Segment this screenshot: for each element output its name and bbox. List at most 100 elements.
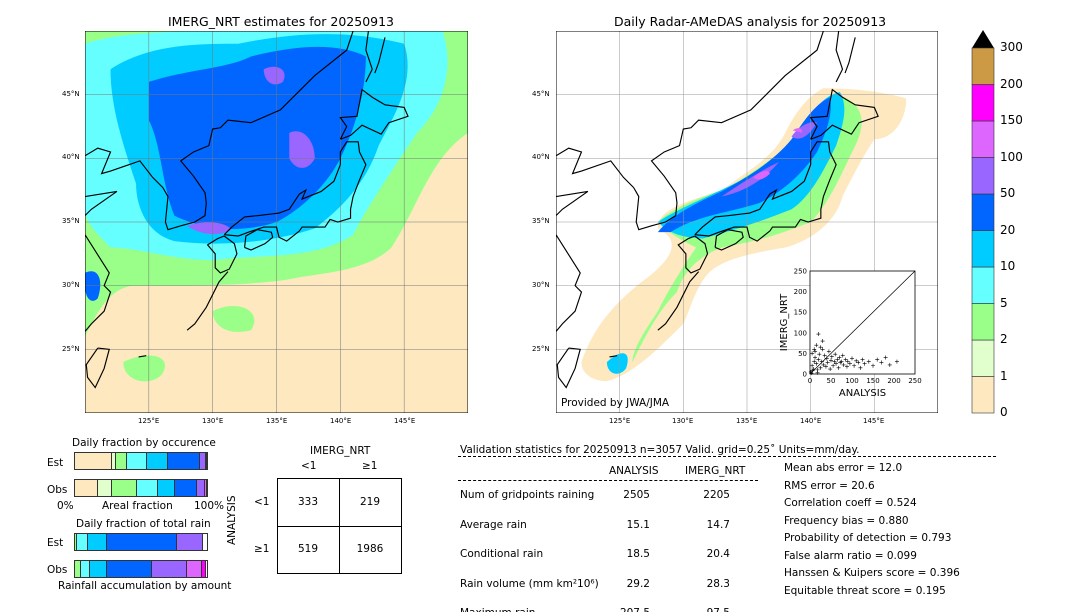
stat-label: Conditional rain: [460, 548, 544, 560]
colorbar-segment: [971, 120, 995, 158]
bar-segment: [206, 453, 208, 469]
colorbar-label: 100: [1000, 149, 1023, 164]
colorbar-label: 50: [1000, 186, 1016, 200]
scatter-point: [875, 357, 880, 362]
bar-segment: [75, 561, 82, 577]
stats-header: Validation statistics for 20250913 n=305…: [460, 444, 860, 456]
bar-segment: [177, 534, 203, 550]
scatter-point: [814, 361, 819, 366]
cell-miss: 519: [297, 543, 319, 555]
bar-segment: [127, 453, 148, 469]
bar-segment: [158, 480, 176, 496]
total-rain-obs-bar: [74, 560, 208, 578]
scatter-point: [818, 345, 823, 350]
y-tick-label: 100: [794, 329, 807, 337]
contingency-table: [277, 478, 402, 574]
score-line: Hanssen & Kuipers score = 0.396: [784, 567, 960, 579]
scatter-point: [871, 363, 875, 368]
axis-max-label: 100%: [194, 500, 225, 512]
lon-tick: 145°E: [394, 417, 416, 425]
contingency-col-title: IMERG_NRT: [310, 445, 371, 457]
stat-label: Num of gridpoints raining: [460, 489, 595, 501]
lat-tick: 45°N: [62, 90, 80, 98]
bar-segment: [201, 561, 206, 577]
colorbar-segment: [971, 193, 995, 231]
lon-tick: 130°E: [202, 417, 224, 425]
scatter-point: [839, 359, 844, 364]
lon-tick: 130°E: [672, 417, 694, 425]
score-line: False alarm ratio = 0.099: [784, 549, 917, 562]
occurrence-title: Daily fraction by occurence: [72, 437, 216, 449]
bar-segment: [75, 480, 99, 496]
lat-tick: 45°N: [532, 90, 550, 98]
scatter-point: [812, 347, 817, 352]
col-label: ≥1: [362, 460, 378, 472]
lat-tick: 35°N: [532, 217, 550, 225]
cell-false-alarm: 219: [359, 496, 381, 508]
stat-imerg-value: 20.4: [706, 548, 730, 560]
colorbar-label: 5: [1000, 295, 1008, 310]
bar-segment: [75, 453, 112, 469]
scatter-point: [820, 347, 825, 352]
scatter-point: [856, 360, 861, 365]
lat-tick: 25°N: [532, 345, 550, 353]
bar-segment: [137, 480, 159, 496]
one-to-one-line: [809, 270, 916, 375]
scatter-point: [843, 357, 848, 362]
colorbar-label: 200: [1000, 76, 1023, 91]
scatter-point: [825, 360, 830, 365]
scatter-point: [816, 357, 821, 362]
y-axis-label: IMERG_NRT: [779, 293, 790, 351]
scatter-point: [858, 365, 863, 370]
stat-label: Maximum rain: [460, 607, 535, 612]
col-label: <1: [301, 460, 317, 472]
colorbar-label: 150: [1000, 113, 1023, 127]
scatter-point: [883, 355, 888, 360]
score-line: Frequency bias = 0.880: [784, 514, 909, 527]
lon-tick: 145°E: [863, 417, 885, 425]
score-line: RMS error = 20.6: [784, 479, 875, 492]
colorbar-segment: [971, 157, 995, 195]
bar-segment: [111, 453, 117, 469]
bar-segment: [196, 480, 205, 496]
bar-segment: [111, 480, 138, 496]
scatter-point: [879, 360, 884, 365]
contingency-row-title: ANALYSIS: [226, 495, 238, 545]
colorbar-segment: [971, 47, 995, 85]
scatter-point: [840, 353, 845, 358]
bar-segment: [98, 480, 112, 496]
stat-analysis-value: 18.5: [626, 548, 650, 560]
x-tick-label: 250: [908, 377, 921, 385]
bar-segment: [187, 561, 202, 577]
stat-label: Average rain: [460, 518, 527, 531]
x-tick-label: 100: [845, 377, 858, 385]
colorbar: [971, 30, 995, 414]
stat-label: Rain volume (mm km²10⁶): [460, 577, 599, 590]
colorbar-label: 20: [1000, 222, 1016, 237]
lon-tick: 140°E: [330, 417, 352, 425]
stat-analysis-value: 207.5: [610, 607, 650, 612]
bar-segment: [116, 453, 128, 469]
bar-segment: [75, 534, 77, 550]
scatter-point: [822, 353, 827, 358]
accumulation-label: Rainfall accumulation by amount: [58, 580, 232, 592]
scatter-point: [860, 357, 865, 362]
scatter-point: [810, 368, 815, 373]
scatter-point: [818, 365, 823, 370]
stat-imerg-value: 97.5: [690, 607, 730, 612]
scatter-point: [845, 359, 850, 364]
scatter-point: [811, 367, 816, 372]
x-axis-label: ANALYSIS: [839, 388, 886, 399]
left-map-title: IMERG_NRT estimates for 20250913: [168, 14, 395, 29]
occurrence-obs-bar: [74, 479, 208, 497]
y-tick-label: 250: [794, 268, 807, 276]
lat-tick: 40°N: [532, 153, 550, 161]
occurrence-est-bar: [74, 452, 208, 470]
scatter-point: [813, 355, 818, 360]
x-tick-label: 200: [887, 377, 900, 385]
stat-analysis-value: 2505: [623, 489, 650, 501]
divider: [458, 480, 758, 481]
scatter-point: [819, 359, 824, 364]
obs-label: Obs: [47, 484, 68, 496]
scatter-point: [837, 355, 842, 360]
